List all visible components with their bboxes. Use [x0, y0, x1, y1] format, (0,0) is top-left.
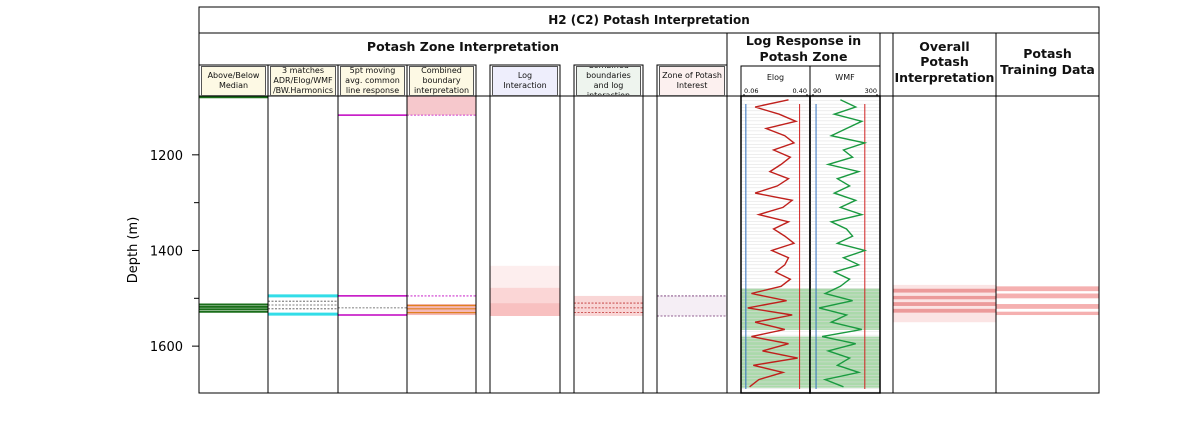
frame: [726, 95, 742, 394]
frame: [879, 95, 894, 394]
track-title: Elog: [766, 73, 785, 82]
track-title: Zone of Potash Interest: [659, 66, 725, 96]
interval-band: [810, 288, 880, 330]
track-title: Overall Potash Interpretation: [894, 38, 995, 85]
track-title: Above/Below Median: [201, 66, 266, 96]
x-tick-label: 300: [865, 87, 877, 95]
chart-title: H2 (C2) Potash Interpretation: [548, 12, 750, 27]
interval-band: [996, 304, 1099, 309]
track-title: Combined boundary interpretation: [409, 66, 474, 96]
frame: [892, 95, 997, 394]
interval-band: [407, 304, 476, 316]
y-tick-label: 1400: [150, 244, 183, 259]
track-title: Log Interaction: [492, 66, 558, 96]
interval-band: [996, 286, 1099, 292]
frame: [809, 95, 881, 394]
interval-band: [574, 295, 643, 316]
interval-band: [893, 295, 996, 300]
frame: [559, 95, 575, 394]
interval-band: [490, 265, 560, 288]
y-tick-label: 1600: [150, 340, 183, 355]
log-curve: [818, 99, 868, 388]
log-curve: [747, 99, 799, 388]
frame: [656, 95, 728, 394]
interval-band: [407, 96, 476, 116]
frame: [337, 95, 408, 394]
interval-band: [996, 293, 1099, 299]
y-tick-label: 1200: [150, 149, 183, 164]
track-title: Potash Training Data: [1000, 46, 1095, 77]
interval-band: [893, 288, 996, 293]
group-title: Log Response in Potash Zone: [745, 34, 862, 64]
interval-band: [490, 303, 560, 316]
interval-band: [893, 308, 996, 313]
track-title: WMF: [835, 73, 855, 82]
group-title: Potash Zone Interpretation: [366, 39, 560, 55]
x-tick-label: 90: [813, 87, 821, 95]
frame: [198, 95, 269, 394]
frame: [995, 95, 1100, 394]
track-title: Combined boundaries and log interaction: [576, 66, 641, 96]
x-tick-label: 0.40: [793, 87, 807, 95]
track-title: 5pt moving avg. common line response: [340, 66, 405, 96]
frame: [406, 95, 477, 394]
interval-band: [893, 302, 996, 306]
interval-band: [996, 311, 1099, 316]
y-axis-label: Depth (m): [126, 217, 141, 284]
frame: [573, 95, 644, 394]
interval-band: [657, 295, 727, 316]
track-title: 3 matches ADR/Elog/WMF /BW.Harmonics: [270, 66, 336, 96]
interval-band: [490, 287, 560, 304]
frame: [475, 95, 491, 394]
frame: [489, 95, 561, 394]
x-tick-label: 0.06: [744, 87, 758, 95]
frame: [267, 95, 339, 394]
frame: [642, 95, 658, 394]
